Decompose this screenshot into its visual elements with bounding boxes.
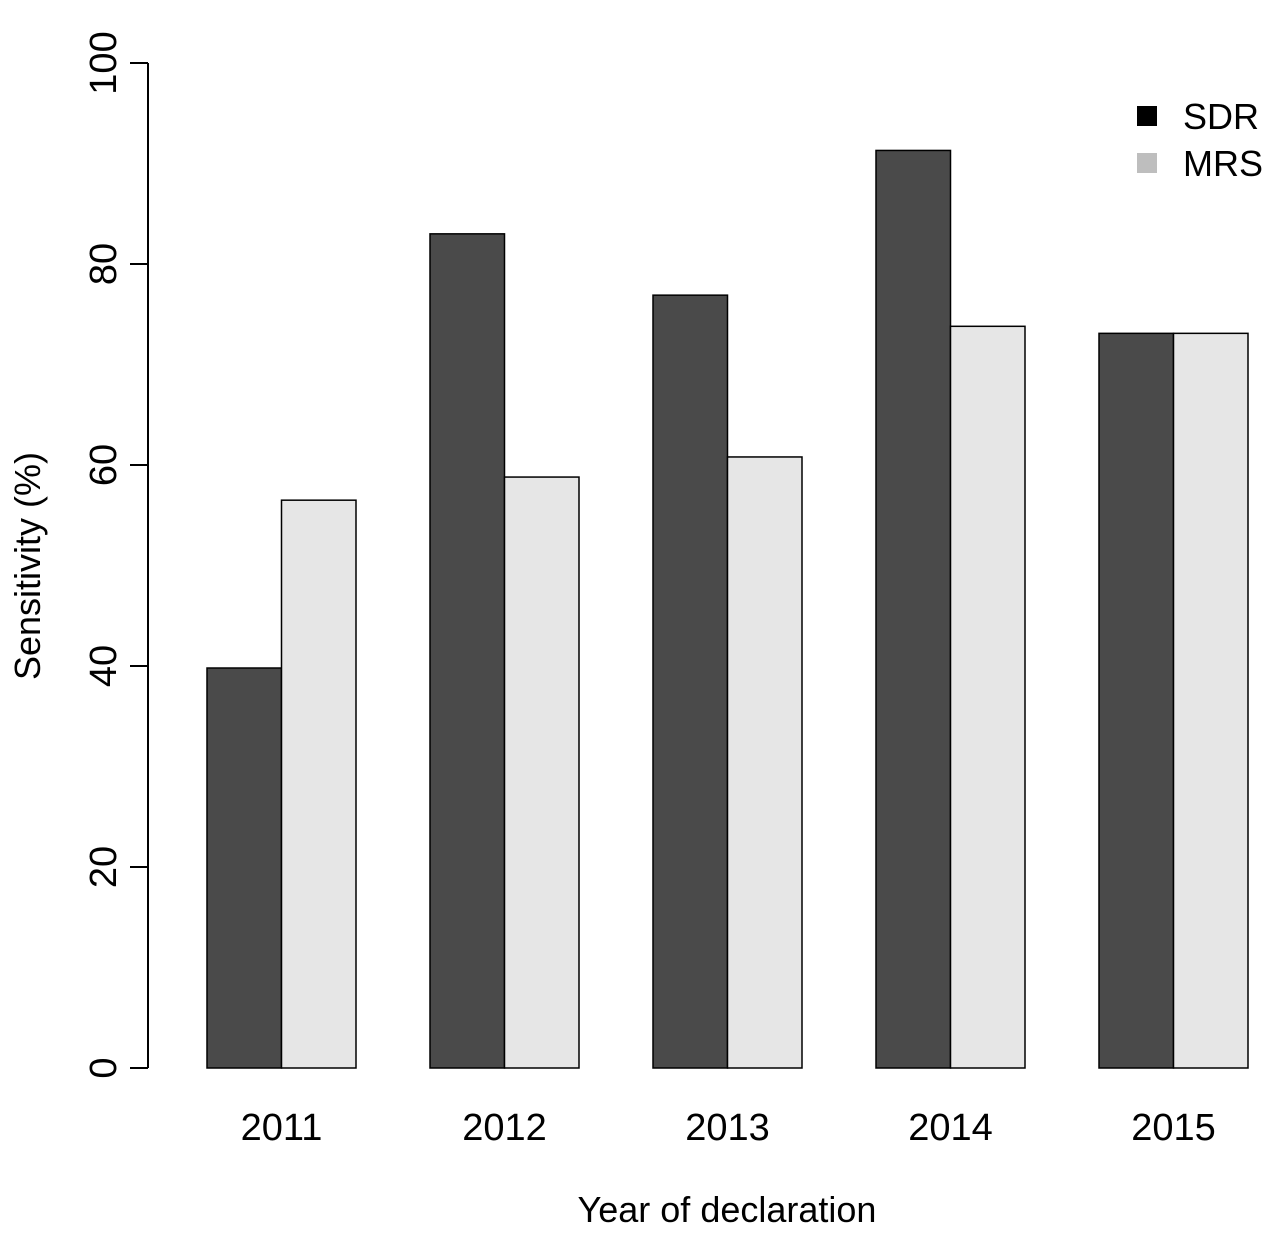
bar-sdr-2014 bbox=[875, 149, 952, 1069]
bar-sdr-2011 bbox=[206, 667, 283, 1069]
bar-sdr-2012 bbox=[429, 233, 506, 1069]
legend-label-sdr: SDR bbox=[1183, 96, 1259, 137]
bar-mrs-2012 bbox=[503, 476, 580, 1069]
x-tick-label-2012: 2012 bbox=[462, 1107, 547, 1149]
y-tick-label: 40 bbox=[83, 645, 125, 687]
y-tick-label: 20 bbox=[83, 846, 125, 888]
bar-sdr-2015 bbox=[1098, 332, 1175, 1069]
x-tick-label-2015: 2015 bbox=[1131, 1107, 1216, 1149]
y-tick-label: 100 bbox=[83, 31, 125, 94]
bar-sdr-2013 bbox=[652, 294, 729, 1069]
y-axis-title: Sensitivity (%) bbox=[7, 452, 48, 680]
x-tick-label-2011: 2011 bbox=[241, 1107, 323, 1149]
x-tick-label-2014: 2014 bbox=[908, 1107, 993, 1149]
y-tick-label: 80 bbox=[83, 243, 125, 285]
bar-mrs-2015 bbox=[1172, 332, 1249, 1069]
legend: SDR MRS bbox=[1137, 96, 1263, 184]
bar-mrs-2013 bbox=[726, 456, 803, 1069]
legend-swatch-mrs bbox=[1137, 153, 1157, 173]
y-tick-label: 60 bbox=[83, 444, 125, 486]
bar-mrs-2014 bbox=[949, 325, 1026, 1069]
bars bbox=[206, 149, 1249, 1069]
legend-swatch-sdr bbox=[1137, 106, 1157, 126]
x-axis-labels: 2011 2012 2013 2014 2015 bbox=[241, 1107, 1216, 1149]
x-tick-label-2013: 2013 bbox=[685, 1107, 770, 1149]
bar-mrs-2011 bbox=[280, 499, 357, 1069]
y-axis: 0 20 40 60 80 100 bbox=[83, 31, 149, 1079]
y-tick-label: 0 bbox=[83, 1057, 125, 1078]
legend-label-mrs: MRS bbox=[1183, 143, 1263, 184]
x-axis-title: Year of declaration bbox=[578, 1189, 877, 1230]
